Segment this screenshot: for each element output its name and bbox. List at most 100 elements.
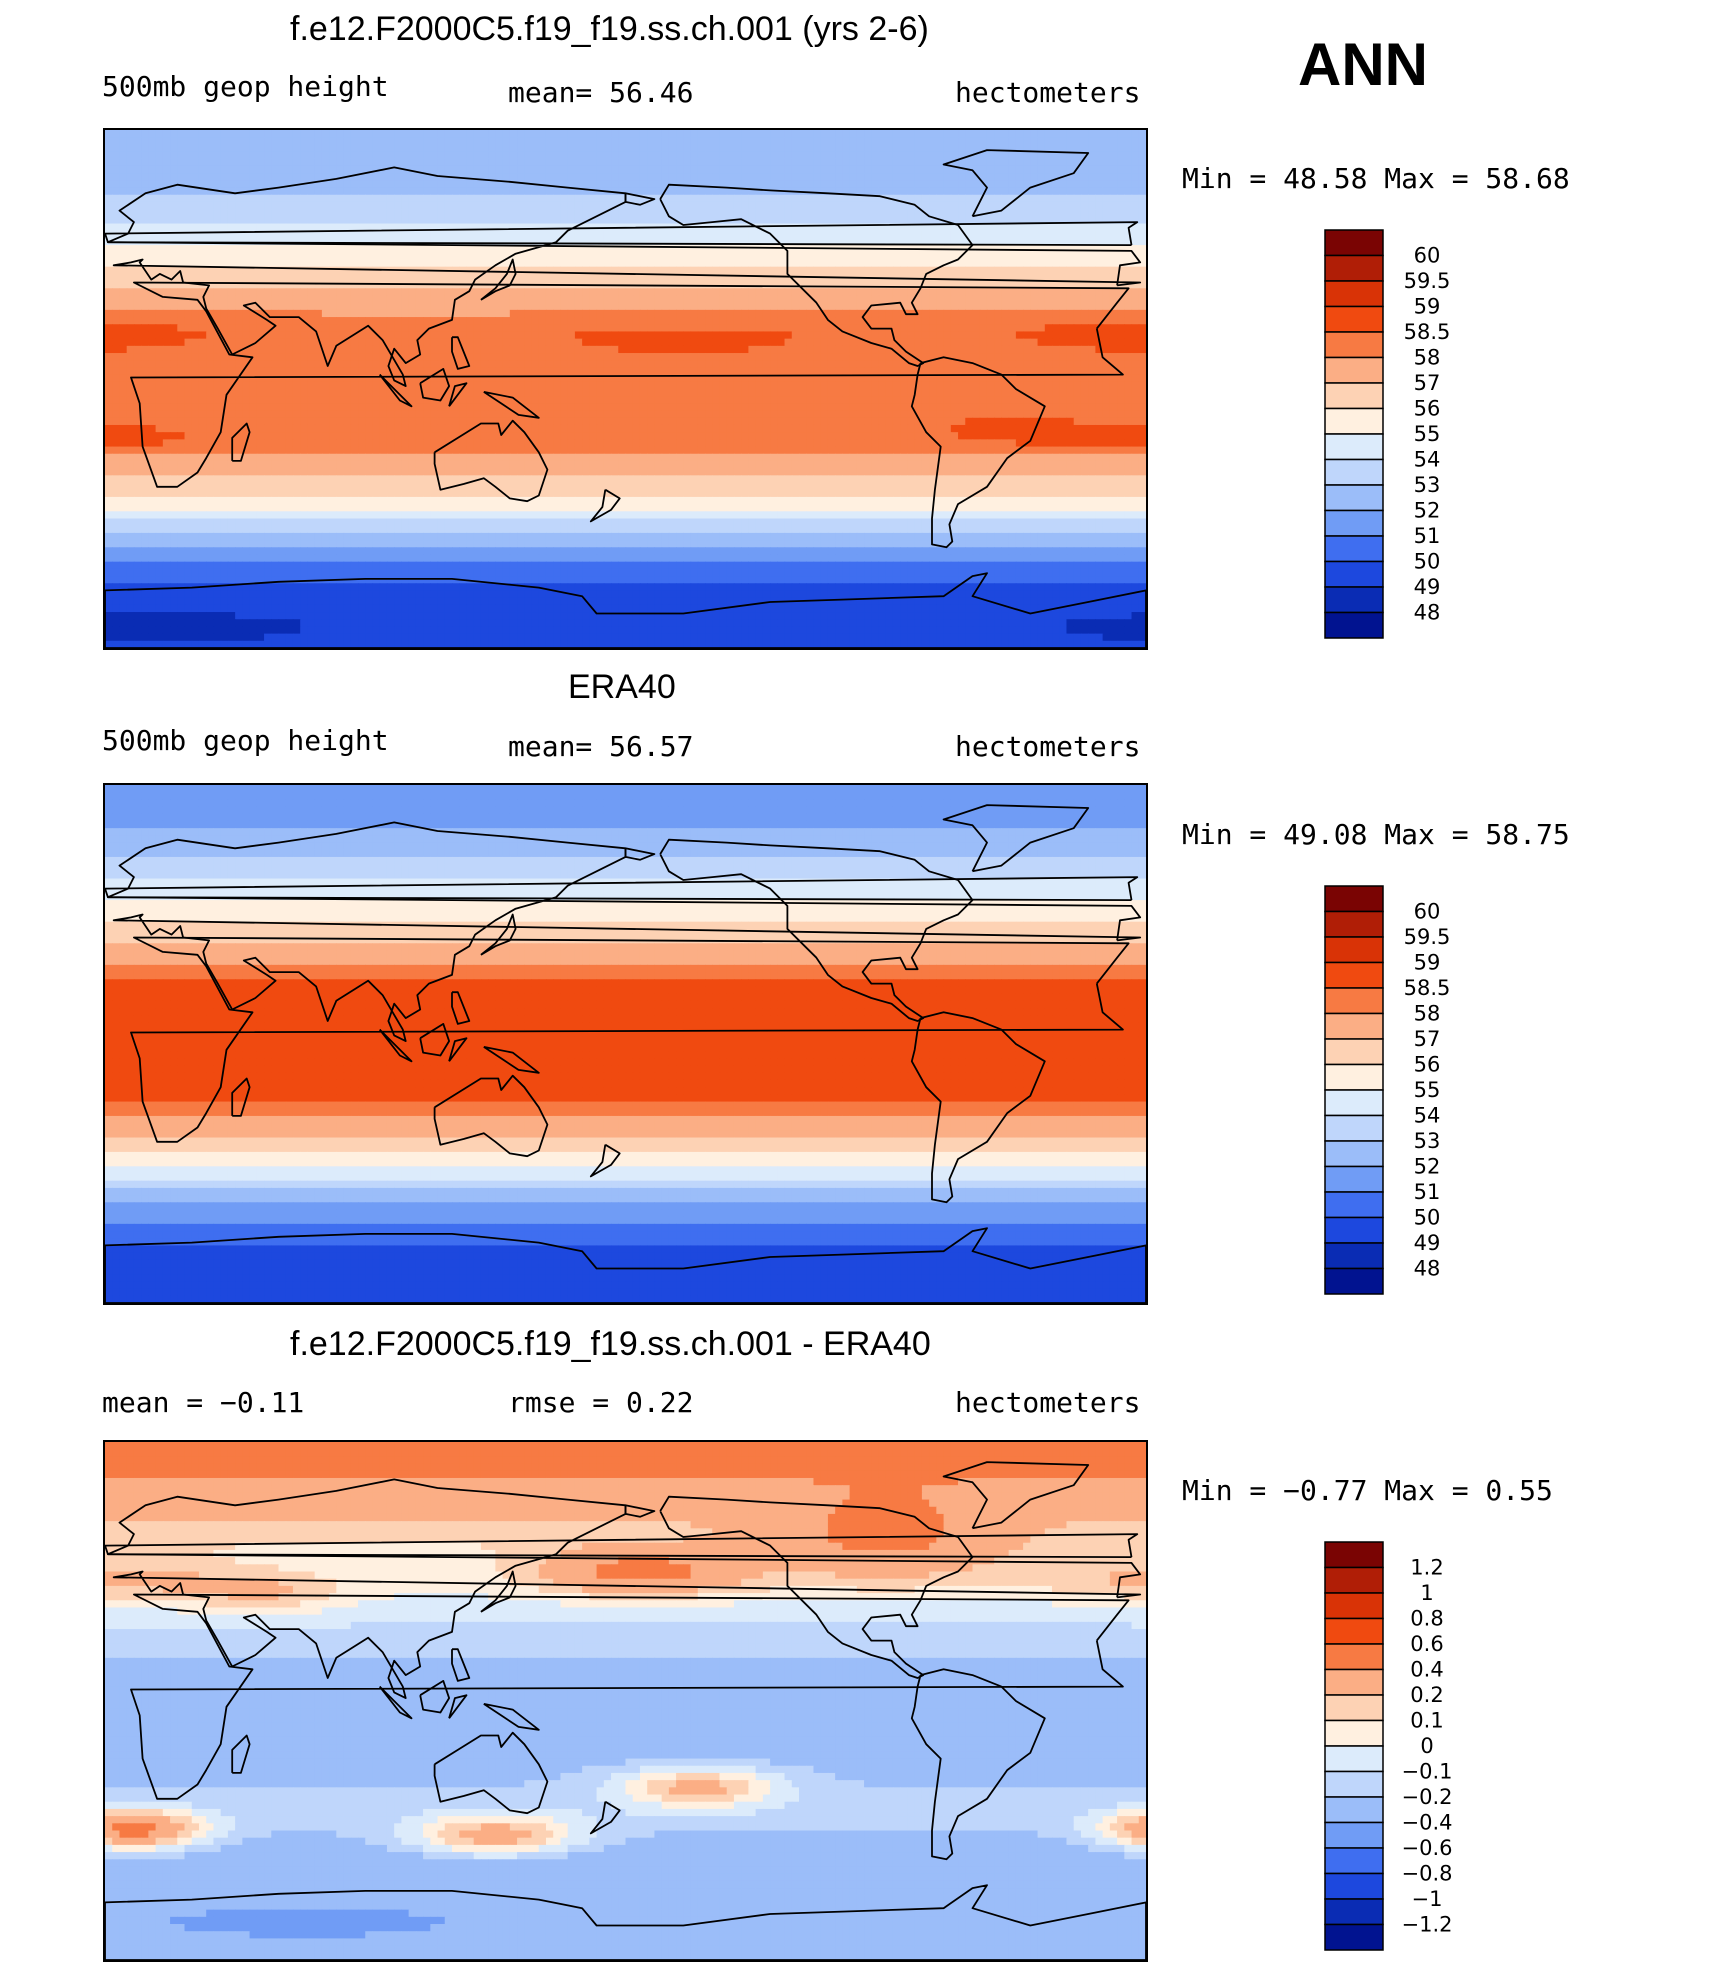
field-cell [892, 345, 901, 354]
field-cell [921, 345, 930, 354]
field-cell [119, 309, 128, 318]
field-cell [654, 180, 663, 189]
field-cell [350, 360, 359, 369]
field-cell [986, 194, 995, 203]
field-cell [502, 165, 511, 174]
field-cell [531, 295, 540, 304]
field-cell [835, 281, 843, 289]
field-cell [170, 194, 178, 203]
field-cell [452, 302, 460, 311]
field-cell [986, 173, 995, 181]
field-cell [343, 194, 352, 203]
field-cell [1124, 187, 1133, 196]
field-cell [191, 353, 200, 361]
field-cell [625, 216, 634, 225]
field-cell [473, 374, 482, 383]
field-cell [365, 144, 374, 153]
field-cell [1117, 173, 1125, 181]
field-cell [1023, 216, 1031, 225]
field-cell [712, 151, 721, 160]
field-cell [741, 295, 749, 304]
field-cell [112, 353, 121, 361]
field-cell [712, 338, 721, 347]
field-cell [907, 353, 916, 361]
field-cell [329, 165, 337, 174]
field-cell [972, 137, 981, 145]
field-cell [1044, 237, 1053, 246]
field-cell [401, 151, 410, 160]
field-cell [1073, 353, 1082, 361]
field-cell [770, 194, 778, 203]
field-cell [1138, 259, 1146, 268]
field-cell [719, 245, 728, 253]
field-cell [292, 158, 301, 167]
field-cell [177, 353, 186, 361]
field-cell [271, 187, 280, 196]
field-cell [1015, 367, 1024, 376]
field-cell [914, 165, 923, 174]
field-cell [582, 130, 590, 138]
field-cell [1037, 151, 1046, 160]
field-cell [198, 151, 207, 160]
field-cell [365, 295, 374, 304]
field-cell [849, 158, 858, 167]
field-cell [184, 273, 193, 282]
field-cell [1008, 187, 1017, 196]
field-cell [705, 317, 713, 325]
field-cell [372, 324, 381, 333]
field-cell [705, 266, 713, 275]
field-cell [697, 165, 706, 174]
field-cell [452, 374, 460, 383]
field-cell [329, 273, 337, 282]
field-cell [885, 180, 894, 189]
field-cell [321, 266, 330, 275]
field-cell [256, 230, 265, 239]
field-cell [242, 216, 251, 225]
field-cell [1001, 259, 1010, 268]
field-cell [553, 151, 562, 160]
field-cell [170, 216, 178, 225]
field-cell [611, 151, 619, 160]
field-cell [148, 165, 157, 174]
field-cell [292, 223, 301, 232]
field-cell [762, 209, 771, 217]
field-cell [1066, 237, 1075, 246]
field-cell [1138, 216, 1146, 225]
field-cell [929, 173, 937, 181]
field-cell [842, 158, 851, 167]
field-cell [994, 360, 1003, 369]
field-cell [358, 367, 366, 376]
field-cell [184, 317, 193, 325]
field-cell [517, 302, 525, 311]
field-cell [864, 331, 872, 340]
field-cell [770, 130, 778, 138]
field-cell [856, 353, 865, 361]
field-cell [141, 345, 149, 354]
field-cell [480, 137, 489, 145]
field-cell [1080, 201, 1089, 210]
field-cell [545, 259, 554, 268]
field-cell [755, 367, 764, 376]
field-cell [401, 353, 410, 361]
field-cell [668, 295, 677, 304]
field-cell [242, 331, 251, 340]
field-cell [748, 252, 757, 261]
field-cell [856, 137, 865, 145]
field-cell [141, 288, 149, 297]
field-cell [770, 245, 778, 253]
field-cell [1001, 151, 1010, 160]
field-cell [220, 194, 229, 203]
field-cell [242, 194, 251, 203]
field-cell [553, 266, 562, 275]
field-cell [162, 144, 171, 153]
field-cell [871, 187, 880, 196]
field-cell [929, 130, 937, 138]
field-cell [206, 165, 215, 174]
field-cell [777, 216, 786, 225]
field-cell [676, 187, 684, 196]
field-cell [1088, 252, 1096, 261]
field-cell [813, 288, 822, 297]
field-cell [1073, 360, 1082, 369]
field-cell [321, 151, 330, 160]
field-cell [112, 288, 121, 297]
